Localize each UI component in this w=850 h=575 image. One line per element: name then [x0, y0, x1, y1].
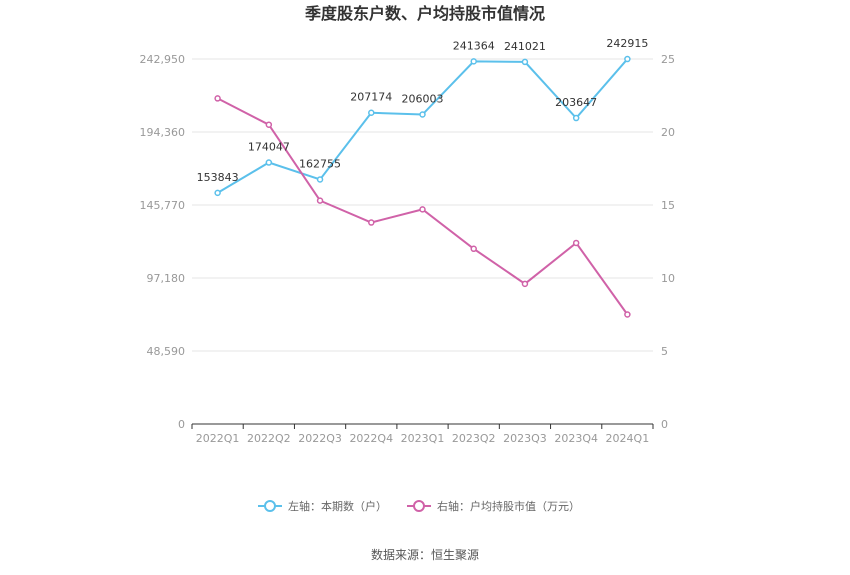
data-point[interactable]	[624, 311, 631, 318]
grid-lines	[192, 58, 653, 352]
data-label: 206003	[402, 93, 444, 106]
y-right-tick-label: 10	[661, 272, 675, 285]
data-point[interactable]	[214, 95, 221, 102]
data-point[interactable]	[368, 219, 375, 226]
y-left-tick-label: 0	[178, 418, 185, 431]
source-note: 数据来源：恒生聚源	[371, 547, 479, 562]
data-label: 207174	[350, 91, 392, 104]
data-point[interactable]	[265, 121, 273, 128]
data-point[interactable]	[572, 114, 580, 122]
legend-item-1[interactable]: 左轴：本期数（户）	[258, 499, 387, 513]
x-tick-label: 2024Q1	[606, 432, 650, 445]
data-labels: 153843 174047 162755 207174 206003 241364 2410…	[197, 37, 649, 184]
legend-swatch-marker	[413, 500, 425, 512]
x-tick-label: 2023Q2	[452, 432, 496, 445]
y-right-tick-label: 20	[661, 126, 675, 139]
data-point[interactable]	[419, 111, 426, 118]
data-point[interactable]	[470, 58, 477, 65]
data-point[interactable]	[572, 239, 580, 247]
data-point[interactable]	[214, 189, 221, 197]
y-left-tick-label: 242,950	[140, 53, 186, 66]
x-tick-label: 2023Q3	[503, 432, 547, 445]
x-tick-label: 2022Q1	[196, 432, 240, 445]
chart-title: 季度股东户数、户均持股市值情况	[304, 4, 545, 23]
y-left-tick-label: 194,360	[140, 126, 186, 139]
legend-label: 右轴：户均持股市值（万元）	[437, 499, 580, 513]
data-point[interactable]	[316, 176, 324, 183]
series-layer	[214, 55, 631, 318]
data-point[interactable]	[624, 55, 631, 63]
y-right-tick-label: 5	[661, 345, 668, 358]
data-label: 241364	[453, 39, 495, 52]
data-label: 242915	[606, 37, 648, 50]
legend-swatch-marker	[264, 500, 276, 512]
x-tick-label: 2023Q4	[554, 432, 598, 445]
data-label: 162755	[299, 157, 341, 170]
x-tick-label: 2022Q3	[298, 432, 342, 445]
data-point[interactable]	[521, 58, 529, 66]
data-label: 174047	[248, 141, 290, 154]
x-tick-label: 2022Q2	[247, 432, 291, 445]
data-label: 153843	[197, 171, 239, 184]
data-point[interactable]	[265, 159, 273, 166]
y-left-tick-label: 145,770	[140, 199, 186, 212]
y-right-tick-label: 0	[661, 418, 668, 431]
legend-item-2[interactable]: 右轴：户均持股市值（万元）	[407, 499, 580, 513]
data-label: 203647	[555, 96, 597, 109]
axes: 0 48,590 97,180 145,770 194,360 242,950 0 5 10 15…	[140, 53, 676, 445]
x-tick-label: 2022Q4	[349, 432, 393, 445]
x-tick-label: 2023Q1	[401, 432, 445, 445]
y-right-tick-label: 15	[661, 199, 675, 212]
data-point[interactable]	[470, 245, 477, 253]
data-point[interactable]	[316, 197, 324, 204]
series-line-1	[217, 58, 629, 194]
y-left-tick-label: 48,590	[147, 345, 186, 358]
y-right-tick-label: 25	[661, 53, 675, 66]
legend-label: 左轴：本期数（户）	[288, 499, 387, 513]
legend[interactable]: 左轴：本期数（户） 右轴：户均持股市值（万元）	[258, 499, 580, 513]
data-point[interactable]	[368, 109, 375, 116]
data-point[interactable]	[521, 280, 529, 288]
data-point[interactable]	[419, 206, 426, 213]
data-label: 241021	[504, 40, 546, 53]
y-left-tick-label: 97,180	[147, 272, 186, 285]
